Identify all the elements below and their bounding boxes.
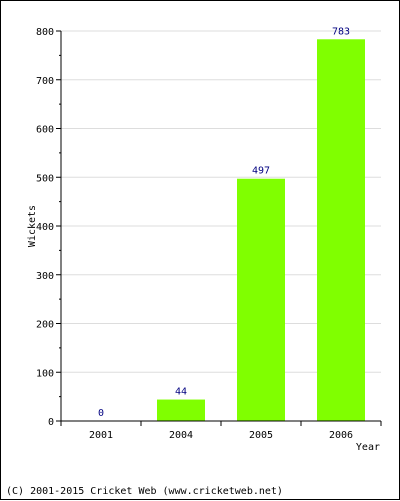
x-tick-label: 2001	[89, 430, 113, 441]
bar-value-label: 783	[332, 26, 350, 37]
axis-layer	[60, 31, 381, 422]
bar	[237, 178, 285, 421]
y-tick-label: 200	[36, 320, 54, 331]
y-axis-title: Wickets	[27, 205, 38, 247]
y-tick-label: 700	[36, 76, 54, 87]
x-tick-label: 2006	[329, 430, 353, 441]
y-tick-label: 400	[36, 222, 54, 233]
bar-value-label: 0	[98, 408, 104, 419]
y-tick-label: 300	[36, 271, 54, 282]
bar	[317, 39, 365, 421]
y-tick-label: 0	[48, 417, 54, 428]
bar-value-label: 497	[252, 166, 270, 177]
x-tick-label: 2004	[169, 430, 193, 441]
x-axis-title: Year	[356, 442, 380, 453]
copyright-footer: (C) 2001-2015 Cricket Web (www.cricketwe…	[6, 486, 283, 497]
y-tick-label: 800	[36, 27, 54, 38]
y-tick-label: 100	[36, 368, 54, 379]
y-tick-label: 500	[36, 173, 54, 184]
bar-value-label: 44	[175, 387, 187, 398]
y-tick-label: 600	[36, 125, 54, 136]
x-tick-label: 2005	[249, 430, 273, 441]
label-layer: 0 100 200 300 400 500 600 700 800 0 2001 44 2004 497 2…	[36, 26, 353, 441]
bar-layer	[157, 39, 365, 421]
bar	[157, 399, 205, 421]
